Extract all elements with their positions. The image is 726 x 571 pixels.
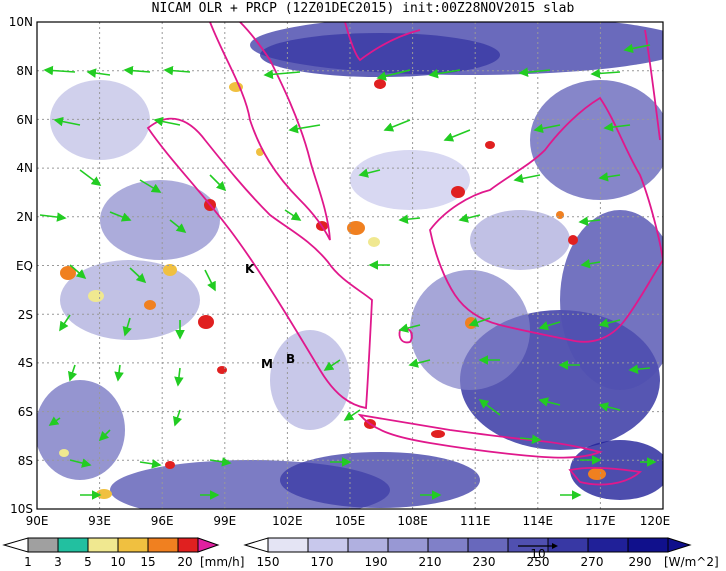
- sulawesi-coast: [644, 29, 661, 141]
- lon-label: 90E: [26, 514, 49, 528]
- latitude-labels: 10N 8N 6N 4N 2N EQ 2S 4S 6S 8S 10S: [9, 15, 33, 516]
- figure-title: NICAM OLR + PRCP (12Z01DEC2015) init:00Z…: [151, 1, 575, 16]
- olr-tick: 270: [581, 555, 604, 569]
- olr-tick: 150: [257, 555, 280, 569]
- olr-bar-swatch: [307, 537, 349, 553]
- lesser-sunda-coast: [568, 466, 643, 486]
- olr-tick: 230: [473, 555, 496, 569]
- place-label-b: B: [286, 352, 295, 366]
- olr-bar-swatch: [427, 537, 469, 553]
- precip-bar-swatch: [177, 537, 199, 553]
- reference-vector-head: [552, 543, 558, 549]
- olr-bar-left-arrow: [243, 537, 269, 553]
- precip-bar-right-arrow: [197, 537, 220, 553]
- precip-tick: 10: [110, 555, 125, 569]
- precip-tick: 3: [54, 555, 62, 569]
- lon-label: 120E: [640, 514, 671, 528]
- lat-label: 6S: [18, 405, 33, 419]
- lon-label: 96E: [151, 514, 174, 528]
- sumatra-coast: [146, 117, 373, 410]
- lon-label: 108E: [397, 514, 428, 528]
- olr-tick: 210: [419, 555, 442, 569]
- longitude-labels: 90E 93E 96E 99E 102E 105E 108E 111E 114E…: [26, 514, 671, 528]
- place-label-m: M: [261, 357, 273, 371]
- lat-label: 8S: [18, 454, 33, 468]
- graticule: [37, 22, 663, 509]
- wind-vectors: [39, 43, 657, 500]
- java-coast: [357, 413, 603, 459]
- lon-label: 117E: [585, 514, 616, 528]
- lat-label: 4S: [18, 356, 33, 370]
- lat-label: 6N: [16, 113, 33, 127]
- plot-frame: [36, 21, 664, 510]
- olr-bar-swatch: [587, 537, 629, 553]
- olr-unit: [W/m^2]: [664, 555, 719, 569]
- precip-bar-swatch: [27, 537, 59, 553]
- indochina-coast: [344, 22, 421, 62]
- olr-bar-right-arrow: [667, 537, 692, 553]
- lon-label: 99E: [213, 514, 236, 528]
- precip-tick: 20: [177, 555, 192, 569]
- lat-label: EQ: [16, 259, 33, 273]
- precip-colorbar: 1 3 5 10 15 20 [mm/h]: [2, 537, 244, 569]
- precip-tick: 5: [84, 555, 92, 569]
- olr-tick: 250: [527, 555, 550, 569]
- precip-bar-left-arrow: [2, 537, 29, 553]
- lon-label: 114E: [523, 514, 554, 528]
- precip-bar-swatch: [57, 537, 89, 553]
- olr-bar-swatch: [267, 537, 309, 553]
- precip-unit: [mm/h]: [200, 555, 244, 569]
- olr-tick: 190: [365, 555, 388, 569]
- lat-label: 2S: [18, 308, 33, 322]
- olr-field: [37, 22, 663, 509]
- malay-peninsula-coast: [209, 22, 331, 241]
- lat-label: 8N: [16, 64, 33, 78]
- precip-bar-swatch: [117, 537, 149, 553]
- olr-bar-swatch: [467, 537, 509, 553]
- lon-label: 102E: [272, 514, 303, 528]
- lat-label: 10S: [10, 502, 33, 516]
- lon-label: 93E: [88, 514, 111, 528]
- olr-bar-swatch: [387, 537, 429, 553]
- olr-tick: 170: [311, 555, 334, 569]
- lat-label: 2N: [16, 210, 33, 224]
- precip-cells: [59, 79, 606, 499]
- reference-vector-label: 10: [530, 547, 545, 561]
- precip-bar-swatch: [147, 537, 179, 553]
- precip-tick: 15: [140, 555, 155, 569]
- lon-label: 111E: [460, 514, 491, 528]
- lon-label: 105E: [335, 514, 366, 528]
- olr-colorbar: 150 170 190 210 230 250 270 290 [W/m^2] …: [243, 537, 719, 569]
- precip-bar-swatch: [87, 537, 119, 553]
- precip-tick: 1: [24, 555, 32, 569]
- place-label-k: K: [245, 262, 255, 276]
- olr-bar-swatch: [627, 537, 669, 553]
- lat-label: 10N: [9, 15, 33, 29]
- lat-label: 4N: [16, 161, 33, 175]
- olr-tick: 290: [629, 555, 652, 569]
- olr-bar-swatch: [347, 537, 389, 553]
